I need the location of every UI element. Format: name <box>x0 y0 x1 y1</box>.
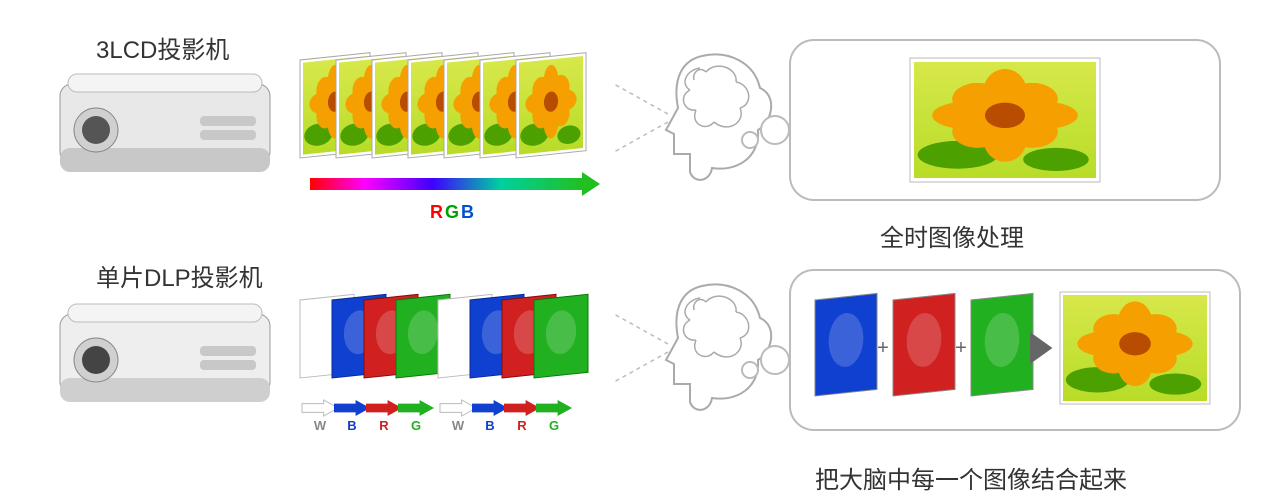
seq-arrow <box>366 400 402 416</box>
spectrum-bar <box>310 178 582 190</box>
seq-arrow <box>536 400 572 416</box>
seq-arrow <box>302 400 338 416</box>
seq-arrow <box>334 400 370 416</box>
seq-arrow <box>440 400 476 416</box>
seq-arrow <box>504 400 540 416</box>
bubble2-result <box>1060 292 1210 404</box>
bubble1-image <box>910 58 1100 182</box>
head-brain <box>614 54 771 179</box>
projector <box>60 74 270 172</box>
projector <box>60 304 270 402</box>
plus-icon: + <box>877 337 889 359</box>
seq-arrow <box>472 400 508 416</box>
plus-icon: + <box>955 337 967 359</box>
seq-arrow <box>398 400 434 416</box>
diagram-svg: ++ <box>0 0 1280 502</box>
diagram-root: 3LCD投影机 单片DLP投影机 全时图像处理 把大脑中每一个图像结合起来 RG… <box>0 0 1280 502</box>
svg-layer: ++ <box>60 40 1240 430</box>
flower-frame <box>516 53 586 158</box>
head-brain <box>614 284 771 409</box>
